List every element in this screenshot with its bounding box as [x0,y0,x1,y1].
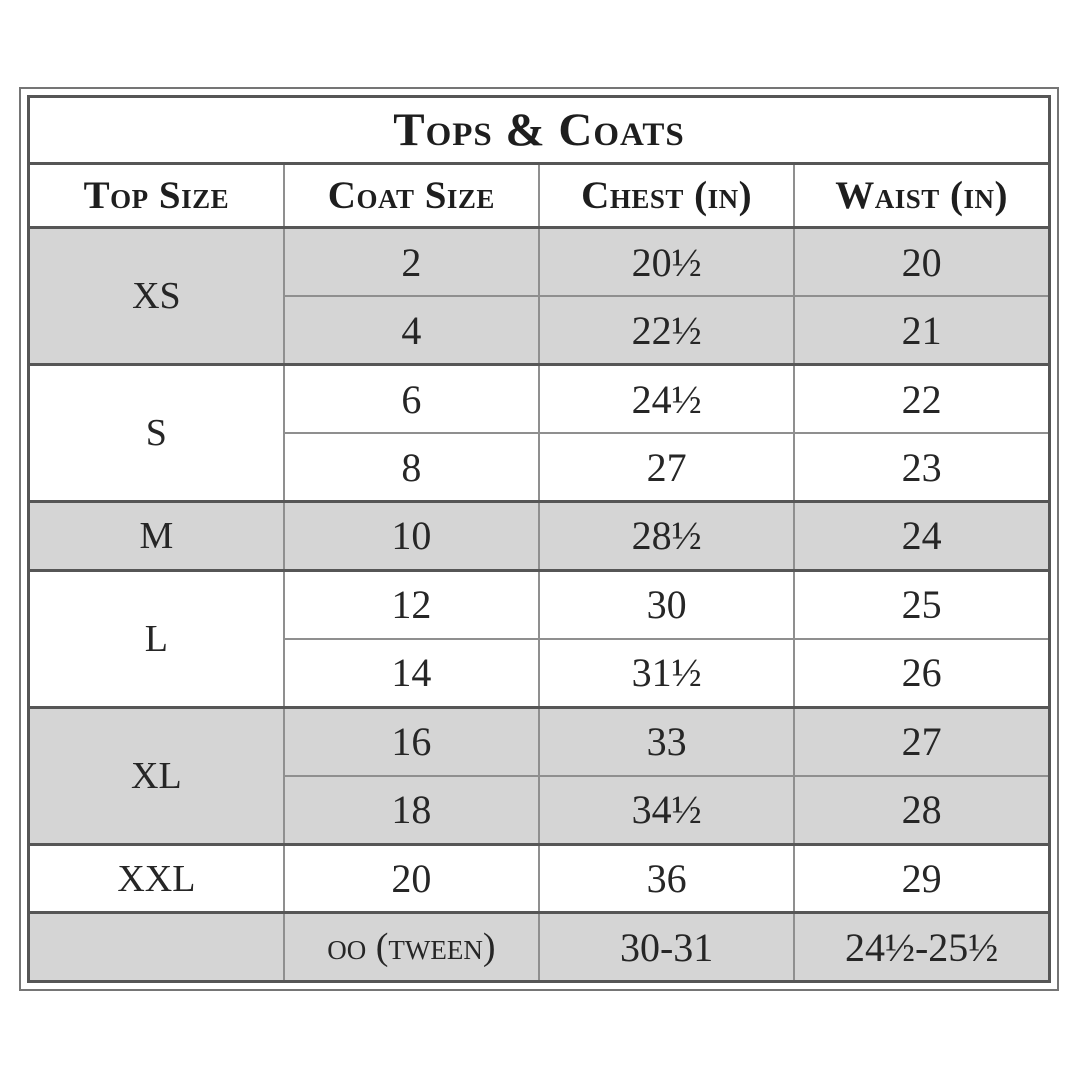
size-chart-frame: Tops & Coats Top Size Coat Size Chest (i… [19,87,1059,991]
col-header-top-size: Top Size [27,162,285,229]
coat-size-cell: 6 [282,363,541,435]
table-row: L 12 30 25 [27,568,1051,709]
table-row: oo (tween) 30-31 24½-25½ [27,911,1051,983]
coat-size-cell: 10 [282,500,541,572]
waist-cell: 23 [793,432,1051,503]
coat-size-cell: 8 [282,432,541,503]
chest-cell: 20½ [537,226,796,298]
table-row: S 6 24½ 22 [27,363,1051,503]
col-header-chest: Chest (in) [537,162,796,229]
table-row: M 10 28½ 24 [27,500,1051,572]
chest-cell: 30 [537,568,796,640]
top-size-cell-xs: XS [27,226,285,366]
size-chart-table: Tops & Coats Top Size Coat Size Chest (i… [27,95,1051,983]
coat-size-cell: 4 [282,295,541,366]
top-size-cell-s: S [27,363,285,503]
title-row: Tops & Coats [27,95,1051,165]
top-size-cell-empty [27,911,285,983]
table-row: XXL 20 36 29 [27,842,1051,914]
coat-size-cell-tween: oo (tween) [282,911,541,983]
col-header-coat-size: Coat Size [282,162,541,229]
coat-size-cell: 16 [282,705,541,777]
chest-cell: 27 [537,432,796,503]
coat-size-cell: 12 [282,568,541,640]
chest-cell: 36 [537,842,796,914]
top-size-cell-xl: XL [27,705,285,846]
chest-cell: 22½ [537,295,796,366]
table-row: 18 34½ 28 [29,774,1051,846]
table-row: 8 27 23 [29,432,1051,503]
chest-cell: 30-31 [537,911,796,983]
chest-cell: 33 [537,705,796,777]
col-header-waist: Waist (in) [793,162,1051,229]
table-row: 4 22½ 21 [29,295,1051,366]
coat-size-cell: 18 [282,774,541,846]
waist-cell: 28 [793,774,1051,846]
coat-size-cell: 2 [282,226,541,298]
waist-cell: 26 [793,637,1051,709]
waist-cell: 20 [793,226,1051,298]
coat-size-cell: 20 [282,842,541,914]
waist-cell: 24½-25½ [793,911,1051,983]
top-size-cell-xxl: XXL [27,842,285,914]
top-size-cell-m: M [27,500,285,572]
table-row: XL 16 33 27 [27,705,1051,846]
waist-cell: 24 [793,500,1051,572]
header-row: Top Size Coat Size Chest (in) Waist (in) [27,162,1051,229]
waist-cell: 25 [793,568,1051,640]
waist-cell: 22 [793,363,1051,435]
chest-cell: 34½ [537,774,796,846]
chest-cell: 31½ [537,637,796,709]
top-size-cell-l: L [27,568,285,709]
chest-cell: 24½ [537,363,796,435]
waist-cell: 21 [793,295,1051,366]
table-row: 14 31½ 26 [29,637,1051,709]
waist-cell: 27 [793,705,1051,777]
chart-title: Tops & Coats [27,95,1051,165]
chest-cell: 28½ [537,500,796,572]
coat-size-cell: 14 [282,637,541,709]
waist-cell: 29 [793,842,1051,914]
table-row: XS 2 20½ 20 [27,226,1051,366]
